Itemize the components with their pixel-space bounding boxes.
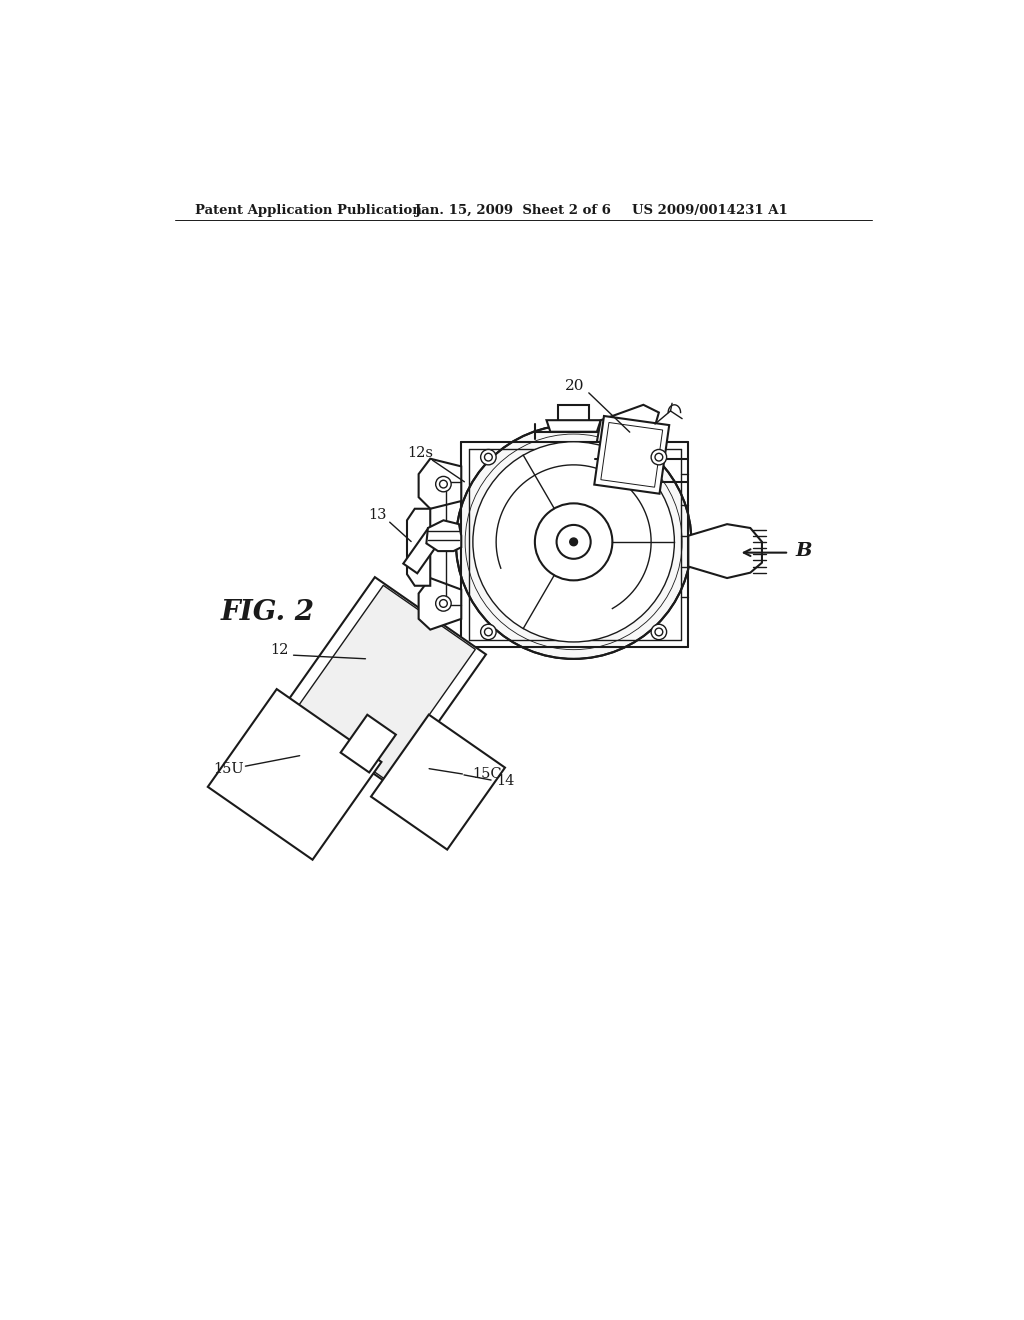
- Text: Patent Application Publication: Patent Application Publication: [196, 205, 422, 218]
- Polygon shape: [282, 577, 486, 787]
- Text: 15U: 15U: [213, 762, 244, 776]
- Text: 15C: 15C: [472, 767, 502, 781]
- Circle shape: [480, 624, 496, 640]
- Circle shape: [456, 425, 691, 659]
- Text: 20: 20: [565, 379, 585, 393]
- Circle shape: [569, 539, 578, 545]
- Text: 12: 12: [270, 643, 289, 657]
- Polygon shape: [558, 405, 589, 424]
- Polygon shape: [403, 529, 441, 573]
- Text: Jan. 15, 2009  Sheet 2 of 6: Jan. 15, 2009 Sheet 2 of 6: [415, 205, 610, 218]
- Polygon shape: [208, 689, 382, 859]
- Polygon shape: [597, 405, 658, 444]
- Polygon shape: [547, 420, 601, 432]
- Circle shape: [535, 503, 612, 581]
- Polygon shape: [419, 578, 461, 630]
- Circle shape: [651, 449, 667, 465]
- Circle shape: [435, 595, 452, 611]
- Text: 13: 13: [369, 508, 387, 521]
- Circle shape: [480, 449, 496, 465]
- Text: 14: 14: [496, 774, 514, 788]
- Polygon shape: [292, 585, 475, 779]
- Circle shape: [651, 624, 667, 640]
- Text: US 2009/0014231 A1: US 2009/0014231 A1: [632, 205, 787, 218]
- Text: 12s: 12s: [408, 446, 433, 461]
- Circle shape: [435, 477, 452, 492]
- Text: B: B: [796, 543, 812, 560]
- Circle shape: [473, 442, 675, 642]
- Polygon shape: [426, 520, 461, 552]
- Text: FIG. 2: FIG. 2: [221, 599, 315, 626]
- Polygon shape: [371, 714, 505, 850]
- Polygon shape: [419, 459, 461, 508]
- Polygon shape: [601, 422, 663, 487]
- Polygon shape: [407, 508, 430, 586]
- Polygon shape: [688, 524, 762, 578]
- Polygon shape: [594, 416, 670, 494]
- Polygon shape: [341, 714, 396, 772]
- Circle shape: [557, 525, 591, 558]
